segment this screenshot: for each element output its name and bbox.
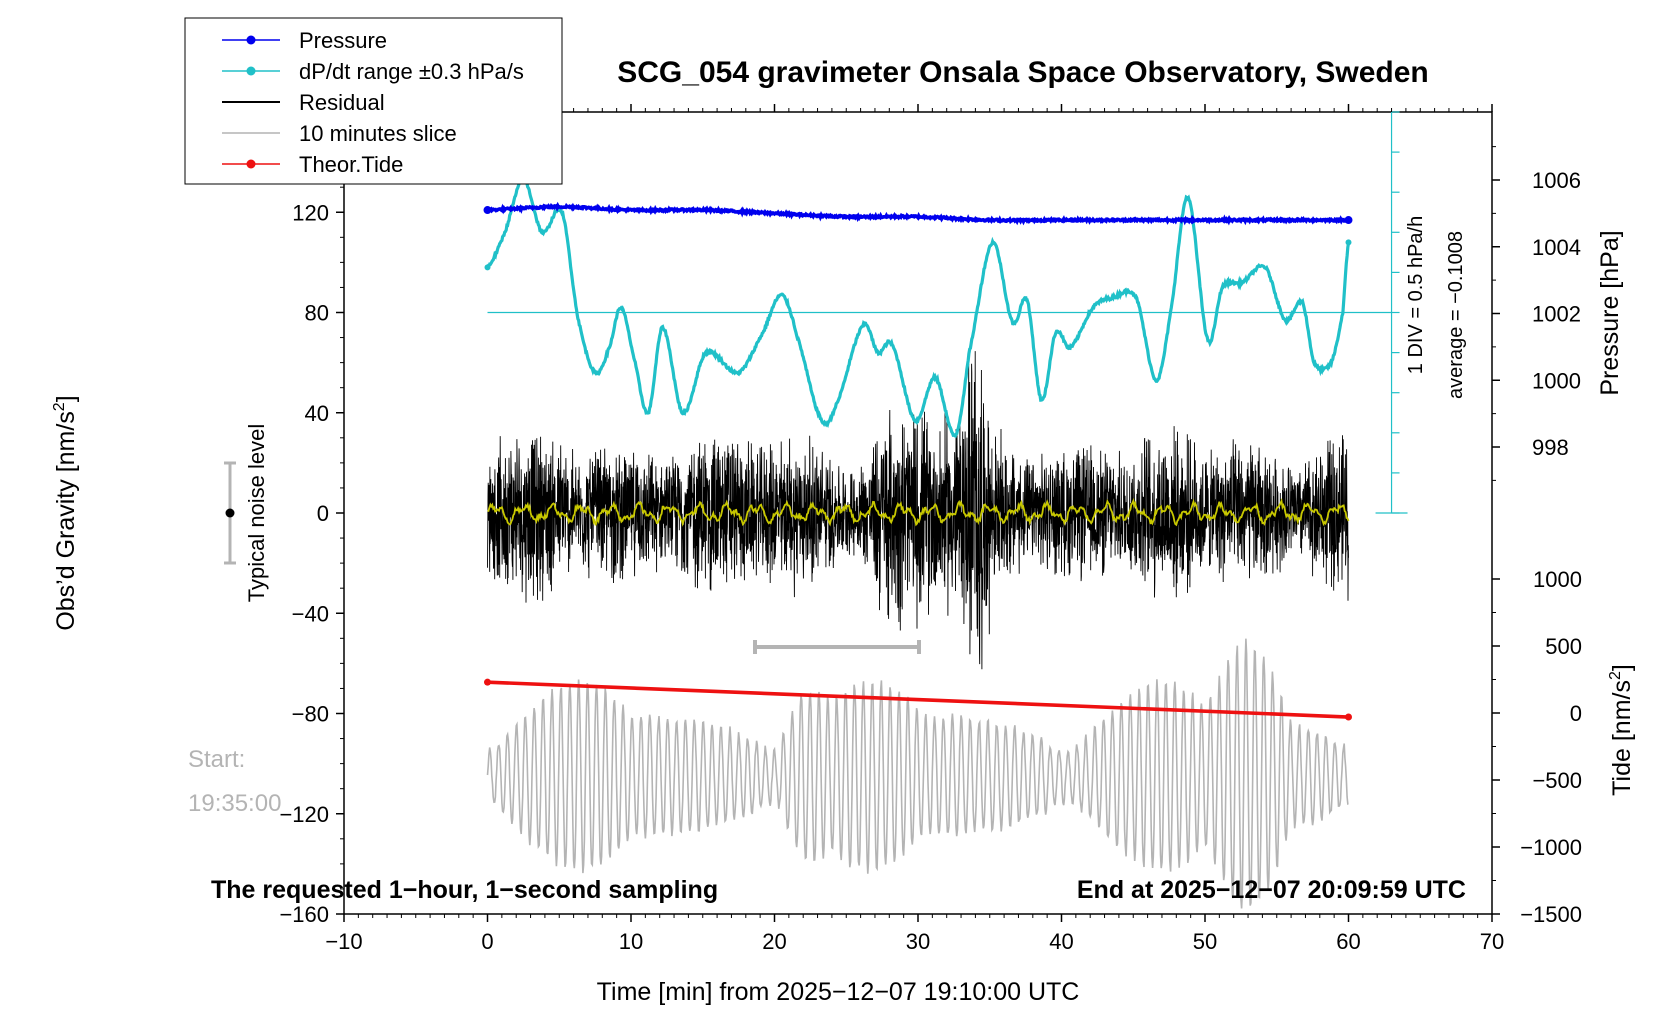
y-label-tide-text: Tide [nm/s: [1608, 680, 1636, 796]
tide-tick-label: 0: [1570, 701, 1582, 726]
start-label: Start:: [188, 746, 245, 773]
pressure-series: [483, 201, 1353, 226]
legend-label: Pressure: [299, 28, 387, 53]
y-tick-label-left: −120: [279, 802, 329, 827]
pressure-tick-label: 1004: [1532, 235, 1581, 260]
average-annotation: average = −0.1008: [1445, 231, 1467, 399]
tide-series: [484, 678, 1352, 721]
dpdt-scale-bar: [1375, 111, 1408, 514]
div-annotation: 1 DIV = 0.5 hPa/h: [1405, 216, 1427, 374]
pressure-line: [486, 201, 1351, 226]
dpdt-series: [484, 173, 1352, 439]
y-axis-label-left: Obs’d Gravity [nm/s2]: [51, 395, 80, 630]
y-label-left-text: Obs’d Gravity [nm/s: [52, 411, 80, 631]
x-tick-label: 70: [1480, 929, 1504, 954]
x-tick-label: 10: [619, 929, 643, 954]
residual-smooth-line: [487, 497, 1350, 527]
legend-label: dP/dt range ±0.3 hPa/s: [299, 59, 524, 84]
y-tick-label-left: 0: [317, 501, 329, 526]
sampling-note: The requested 1−hour, 1−second sampling: [211, 876, 718, 904]
noise-level-marker: [224, 461, 236, 565]
x-tick-label: 20: [762, 929, 786, 954]
dpdt-end-point: [1345, 239, 1352, 246]
legend-label: 10 minutes slice: [299, 121, 457, 146]
pressure-tick-label: 1002: [1532, 302, 1581, 327]
pressure-tick-label: 998: [1532, 435, 1569, 460]
tide-end-point: [1345, 713, 1352, 721]
y-axis-label-tide: Tide [nm/s2]: [1607, 664, 1636, 796]
y-tick-label-left: 80: [305, 301, 329, 326]
x-tick-label: 40: [1049, 929, 1073, 954]
legend-swatch-marker: [246, 159, 256, 169]
y-label-tide-sup: 2: [1607, 671, 1624, 680]
noise-level-label: Typical noise level: [244, 424, 269, 603]
tide-tick-label: −1500: [1520, 902, 1582, 927]
y-tick-label-left: −160: [279, 902, 329, 927]
end-time-note: End at 2025−12−07 20:09:59 UTC: [1077, 876, 1466, 904]
y-label-left-end: ]: [52, 395, 80, 402]
x-tick-label: 30: [906, 929, 930, 954]
dpdt-line: [486, 173, 1351, 439]
y-tick-label-left: −80: [292, 702, 329, 727]
pressure-start-point: [483, 206, 492, 215]
tide-tick-label: −1000: [1520, 835, 1582, 860]
y-label-left-sup: 2: [51, 402, 68, 411]
tide-line: [487, 680, 1349, 719]
legend-label: Theor.Tide: [299, 152, 403, 177]
start-time: 19:35:00: [188, 790, 281, 817]
svg-text:Tide [nm/s2]: Tide [nm/s2]: [1607, 664, 1636, 796]
legend-swatch-marker: [246, 35, 256, 45]
slice-bracket: [753, 640, 921, 654]
legend: Pressure dP/dt range ±0.3 hPa/s Residual 10…: [184, 17, 563, 185]
tide-start-point: [484, 678, 491, 686]
slice-series: [486, 638, 1349, 909]
x-tick-label: 60: [1336, 929, 1360, 954]
residual-smooth-series: [487, 497, 1350, 527]
chart-title: SCG_054 gravimeter Onsala Space Observat…: [617, 56, 1429, 89]
x-axis-label: Time [min] from 2025−12−07 19:10:00 UTC: [597, 978, 1080, 1006]
pressure-tick-label: 1000: [1532, 368, 1581, 393]
tide-tick-label: 1000: [1533, 567, 1582, 592]
y-axis-label-pressure: Pressure [hPa]: [1596, 230, 1624, 395]
pressure-tick-label: 1006: [1532, 168, 1581, 193]
tide-tick-label: −500: [1532, 768, 1582, 793]
y-tick-label-left: 40: [305, 401, 329, 426]
x-tick-label: 50: [1193, 929, 1217, 954]
tide-tick-label: 500: [1545, 634, 1582, 659]
x-tick-label: 0: [481, 929, 493, 954]
legend-swatch-marker: [246, 66, 256, 76]
slice-line: [486, 638, 1349, 909]
x-tick-label: −10: [325, 929, 362, 954]
y-tick-label-left: −40: [292, 601, 329, 626]
pressure-end-point: [1344, 216, 1353, 225]
y-tick-label-left: 120: [292, 200, 329, 225]
svg-text:Obs’d Gravity [nm/s2]: Obs’d Gravity [nm/s2]: [51, 395, 80, 630]
dpdt-start-point: [484, 264, 491, 271]
y-label-tide-end: ]: [1608, 664, 1636, 671]
legend-label: Residual: [299, 90, 385, 115]
